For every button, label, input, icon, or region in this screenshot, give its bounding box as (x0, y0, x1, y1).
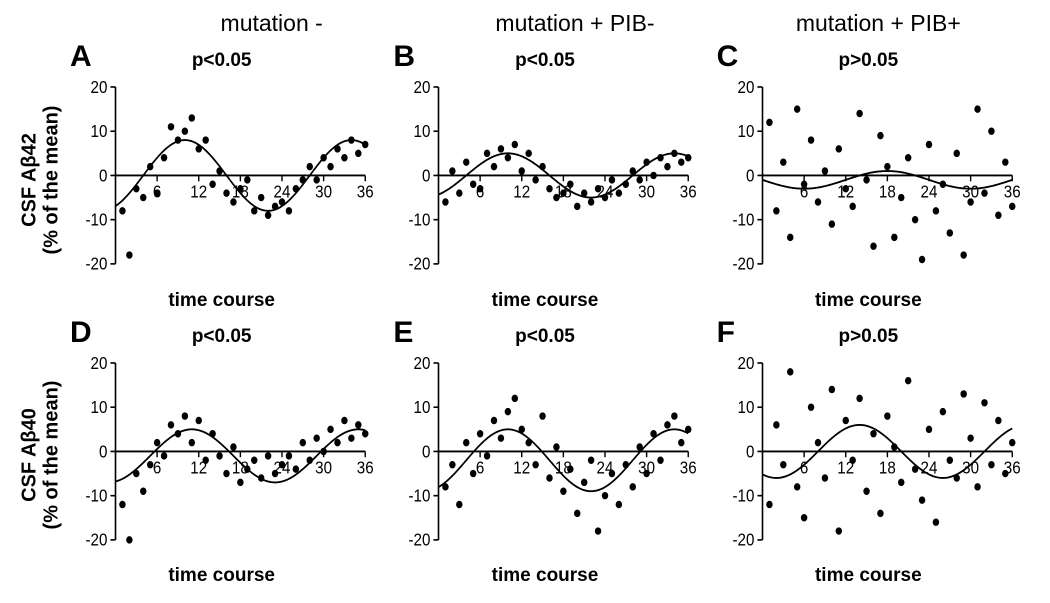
column-headers-row: mutation - mutation + PIB- mutation + PI… (20, 10, 1030, 42)
panel-rows: CSF Aβ42(% of the mean)Ap<0.05 -20 -10 0 10 2… (20, 42, 1030, 593)
col-header-2: mutation + PIB+ (727, 10, 1030, 42)
chart-F: -20-100102061218243036 (717, 356, 1020, 566)
svg-text:-10: -10 (409, 486, 431, 505)
svg-text:-20: -20 (409, 255, 431, 274)
chart-A: -20-100102061218243036 (70, 80, 373, 290)
svg-text:10: 10 (91, 398, 108, 417)
pvalue-label-E: p<0.05 (393, 318, 696, 356)
svg-text:20: 20 (414, 356, 431, 373)
chart-E: -20-100102061218243036 (393, 356, 696, 566)
svg-text:20: 20 (91, 356, 108, 373)
svg-text:0: 0 (422, 166, 430, 185)
svg-text:10: 10 (414, 122, 431, 141)
svg-text:-20: -20 (85, 255, 107, 274)
chart-C: -20-100102061218243036 (717, 80, 1020, 290)
svg-text:30: 30 (315, 183, 332, 202)
svg-text:20: 20 (737, 356, 754, 373)
panel-letter-E: E (393, 316, 413, 350)
svg-text:24: 24 (920, 183, 937, 202)
svg-text:36: 36 (357, 183, 374, 202)
svg-text:30: 30 (962, 458, 979, 477)
svg-text:20: 20 (737, 80, 754, 97)
xlabel-F: time course (717, 565, 1020, 593)
svg-text:18: 18 (879, 183, 896, 202)
panel-F: Fp>0.05-20-100102061218243036time course (707, 318, 1030, 594)
svg-text:10: 10 (414, 398, 431, 417)
xlabel-B: time course (393, 290, 696, 318)
panel-letter-B: B (393, 40, 415, 74)
svg-text:12: 12 (514, 183, 531, 202)
panels-row-0: Ap<0.05-20-100102061218243036time course… (60, 42, 1030, 318)
xlabel-A: time course (70, 290, 373, 318)
col-header-1: mutation + PIB- (423, 10, 726, 42)
ylabel-1: CSF Aβ40(% of the mean) (18, 381, 62, 530)
chart-B: -20-100102061218243036 (393, 80, 696, 290)
ylabel-wrap-0: CSF Aβ42(% of the mean) (20, 42, 60, 318)
svg-text:-20: -20 (85, 530, 107, 549)
svg-text:0: 0 (746, 166, 754, 185)
panel-row-0: CSF Aβ42(% of the mean)Ap<0.05 -20 -10 0 10 2… (20, 42, 1030, 318)
panel-C: Cp>0.05-20-100102061218243036time course (707, 42, 1030, 318)
svg-text:18: 18 (879, 458, 896, 477)
col-header-0: mutation - (120, 10, 423, 42)
pvalue-label-D: p<0.05 (70, 318, 373, 356)
svg-text:-20: -20 (732, 255, 754, 274)
svg-text:-10: -10 (85, 486, 107, 505)
svg-text:12: 12 (190, 183, 207, 202)
svg-text:36: 36 (680, 458, 697, 477)
svg-text:-20: -20 (409, 530, 431, 549)
svg-text:30: 30 (639, 183, 656, 202)
chart-D: -20-100102061218243036 (70, 356, 373, 566)
svg-text:-10: -10 (732, 211, 754, 230)
figure-grid: mutation - mutation + PIB- mutation + PI… (20, 10, 1030, 593)
xlabel-D: time course (70, 565, 373, 593)
ylabel-0: CSF Aβ42(% of the mean) (18, 105, 62, 254)
pvalue-label-B: p<0.05 (393, 42, 696, 80)
svg-text:36: 36 (1003, 183, 1020, 202)
pvalue-label-F: p>0.05 (717, 318, 1020, 356)
panel-D: Dp<0.05-20-100102061218243036time course (60, 318, 383, 594)
panels-row-1: Dp<0.05-20-100102061218243036time course… (60, 318, 1030, 594)
svg-text:10: 10 (737, 122, 754, 141)
svg-text:-10: -10 (732, 486, 754, 505)
panel-A: Ap<0.05-20-100102061218243036time course (60, 42, 383, 318)
xlabel-C: time course (717, 290, 1020, 318)
panel-B: Bp<0.05-20-100102061218243036time course (383, 42, 706, 318)
svg-text:0: 0 (422, 442, 430, 461)
svg-text:0: 0 (99, 442, 107, 461)
svg-text:20: 20 (91, 80, 108, 97)
pvalue-label-C: p>0.05 (717, 42, 1020, 80)
svg-text:12: 12 (514, 458, 531, 477)
panel-letter-A: A (70, 40, 92, 74)
panel-letter-C: C (717, 40, 739, 74)
ylabel-wrap-1: CSF Aβ40(% of the mean) (20, 318, 60, 594)
pvalue-label-A: p<0.05 (70, 42, 373, 80)
svg-text:0: 0 (99, 166, 107, 185)
svg-text:-10: -10 (409, 211, 431, 230)
svg-text:-10: -10 (85, 211, 107, 230)
svg-text:36: 36 (680, 183, 697, 202)
panel-letter-D: D (70, 316, 92, 350)
panel-letter-F: F (717, 316, 735, 350)
svg-text:30: 30 (315, 458, 332, 477)
svg-text:10: 10 (737, 398, 754, 417)
svg-text:6: 6 (153, 458, 161, 477)
svg-text:-20: -20 (732, 530, 754, 549)
panel-E: Ep<0.05-20-100102061218243036time course (383, 318, 706, 594)
svg-text:36: 36 (357, 458, 374, 477)
svg-text:0: 0 (746, 442, 754, 461)
svg-text:10: 10 (91, 122, 108, 141)
xlabel-E: time course (393, 565, 696, 593)
svg-text:20: 20 (414, 80, 431, 97)
svg-text:6: 6 (476, 458, 484, 477)
panel-row-1: CSF Aβ40(% of the mean)Dp<0.05 -20 -10 0 10 2… (20, 318, 1030, 594)
